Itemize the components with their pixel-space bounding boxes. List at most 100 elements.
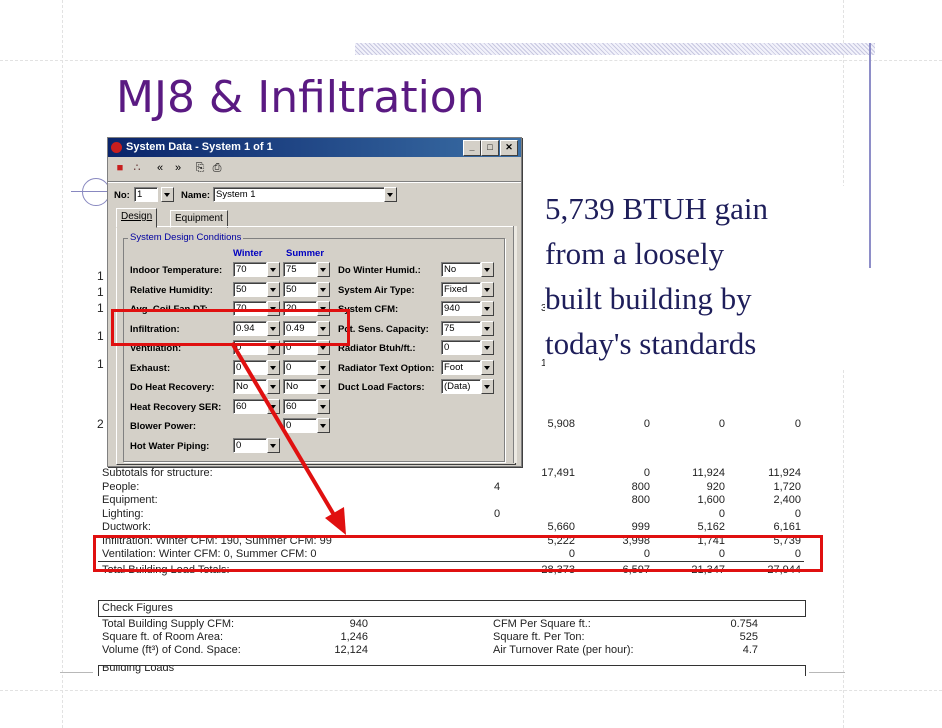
report-row-label: Subtotals for structure: [102,467,213,479]
report-cell: 800 [631,494,650,506]
tab-equipment[interactable]: Equipment [170,210,228,228]
check-label: Square ft. Per Ton: [493,631,585,643]
report-cell: 0 [643,467,650,479]
report-cell: 999 [631,521,650,533]
report-cell: 1,600 [697,494,725,506]
summer-value-field[interactable]: 50 [283,281,317,297]
check-label: Volume (ft³) of Cond. Space: [102,644,241,656]
report-row-label: Ventilation: Winter CFM: 0, Summer CFM: … [102,548,317,560]
prev-icon[interactable]: « [156,162,164,174]
report-cell: 0 [643,418,650,430]
exit-icon[interactable]: ■ [116,162,124,174]
system-no-field[interactable]: 1 [134,187,158,202]
winter-value-field[interactable]: 50 [233,281,267,297]
group-title: System Design Conditions [128,232,244,243]
summer-value-field-dropdown[interactable] [317,418,330,433]
winter-value-field[interactable]: 70 [233,301,267,316]
winter-value-field[interactable]: 0 [233,437,267,453]
system-setting-label: Do Winter Humid.: [338,265,421,276]
system-setting-dropdown[interactable] [481,301,494,316]
winter-column-header: Winter [233,248,263,259]
report-cell: 0 [794,418,801,430]
system-name-dropdown[interactable] [384,187,397,202]
system-setting-field[interactable]: No [441,262,481,277]
system-setting-field[interactable]: Foot [441,359,481,375]
app-icon [111,142,122,153]
row-digit: 1 [97,269,104,283]
winter-value-field-dropdown[interactable] [267,359,280,375]
report-cell: 0 [718,418,725,430]
summer-value-field[interactable]: No [283,379,317,394]
system-setting-dropdown[interactable] [481,320,494,336]
system-setting-dropdown[interactable] [481,379,494,394]
next-icon[interactable]: » [174,162,182,174]
system-setting-dropdown[interactable] [481,340,494,355]
copy-icon[interactable]: ⎘ [195,162,205,174]
winter-value-field[interactable]: 0.94 [233,320,267,336]
system-setting-field[interactable]: 940 [441,301,481,316]
summer-value-field[interactable]: 20 [283,301,317,316]
minimize-button[interactable]: _ [463,140,481,156]
summer-value-field[interactable]: 60 [283,398,317,414]
system-setting-label: System CFM: [338,304,399,315]
winter-value-field-dropdown[interactable] [267,437,280,453]
check-value: 4.7 [742,644,758,656]
chart-icon[interactable]: ∴ [133,162,141,174]
winter-value-field-dropdown[interactable] [267,379,280,394]
design-conditions-group [123,238,505,462]
arrow-head [325,507,346,535]
arrow-shaft [230,341,339,522]
system-setting-dropdown[interactable] [481,359,494,375]
summer-value-field-dropdown[interactable] [317,398,330,414]
maximize-button[interactable]: □ [481,140,499,156]
system-setting-label: Radiator Text Option: [338,362,435,374]
check-value: 940 [349,618,368,630]
report-cell: 800 [631,480,650,493]
building-loads-header: Building Loads [98,665,806,676]
summer-value-field[interactable]: 0 [283,418,317,433]
system-no-dropdown[interactable] [161,187,174,202]
system-setting-dropdown[interactable] [481,281,494,297]
summer-value-field[interactable]: 0 [283,359,317,375]
close-button[interactable]: ✕ [500,140,518,156]
winter-value-field-dropdown[interactable] [267,262,280,277]
system-setting-label: Pct. Sens. Capacity: [338,323,429,335]
summer-value-field[interactable]: 0.49 [283,320,317,336]
winter-value-field-dropdown[interactable] [267,320,280,336]
system-setting-field[interactable]: Fixed [441,281,481,297]
system-setting-field[interactable]: 75 [441,320,481,336]
condition-label: Heat Recovery SER: [130,401,222,413]
report-cell: 5,908 [547,418,575,430]
row-digit: 1 [97,285,104,299]
report-cell: 5,660 [547,521,575,533]
infiltration-row-highlight-box [93,535,823,572]
winter-value-field[interactable]: 60 [233,398,267,414]
report-cell: 2,400 [773,494,801,506]
report-cell: 17,491 [541,467,575,479]
summer-value-field-dropdown[interactable] [317,281,330,297]
system-setting-dropdown[interactable] [481,262,494,277]
partial-digit: 1 [541,358,547,369]
dialog-scrollbar[interactable] [513,226,517,463]
winter-value-field[interactable]: 70 [233,262,267,277]
summer-value-field-dropdown[interactable] [317,359,330,375]
callout-line: from a loosely [545,236,725,271]
paste-icon[interactable]: ⎙ [212,162,222,174]
winter-value-field-dropdown[interactable] [267,281,280,297]
summer-value-field[interactable]: 75 [283,262,317,277]
tab-design[interactable]: Design [116,208,158,228]
check-value: 0.754 [730,618,758,630]
system-setting-field[interactable]: (Data) [441,379,481,394]
system-name-field[interactable]: System 1 [213,187,389,202]
dialog-titlebar[interactable]: System Data - System 1 of 1 _ □ ✕ [108,138,521,157]
system-setting-field[interactable]: 0 [441,340,481,355]
callout-line: today's standards [545,326,757,361]
summer-value-field-dropdown[interactable] [317,262,330,277]
report-cell: 0 [794,507,801,520]
dialog-title: System Data - System 1 of 1 [126,141,273,153]
decoration-line [869,43,871,268]
summer-value-field-dropdown[interactable] [317,379,330,394]
summer-value-field-dropdown[interactable] [317,320,330,336]
report-cell: 0 [794,548,801,560]
